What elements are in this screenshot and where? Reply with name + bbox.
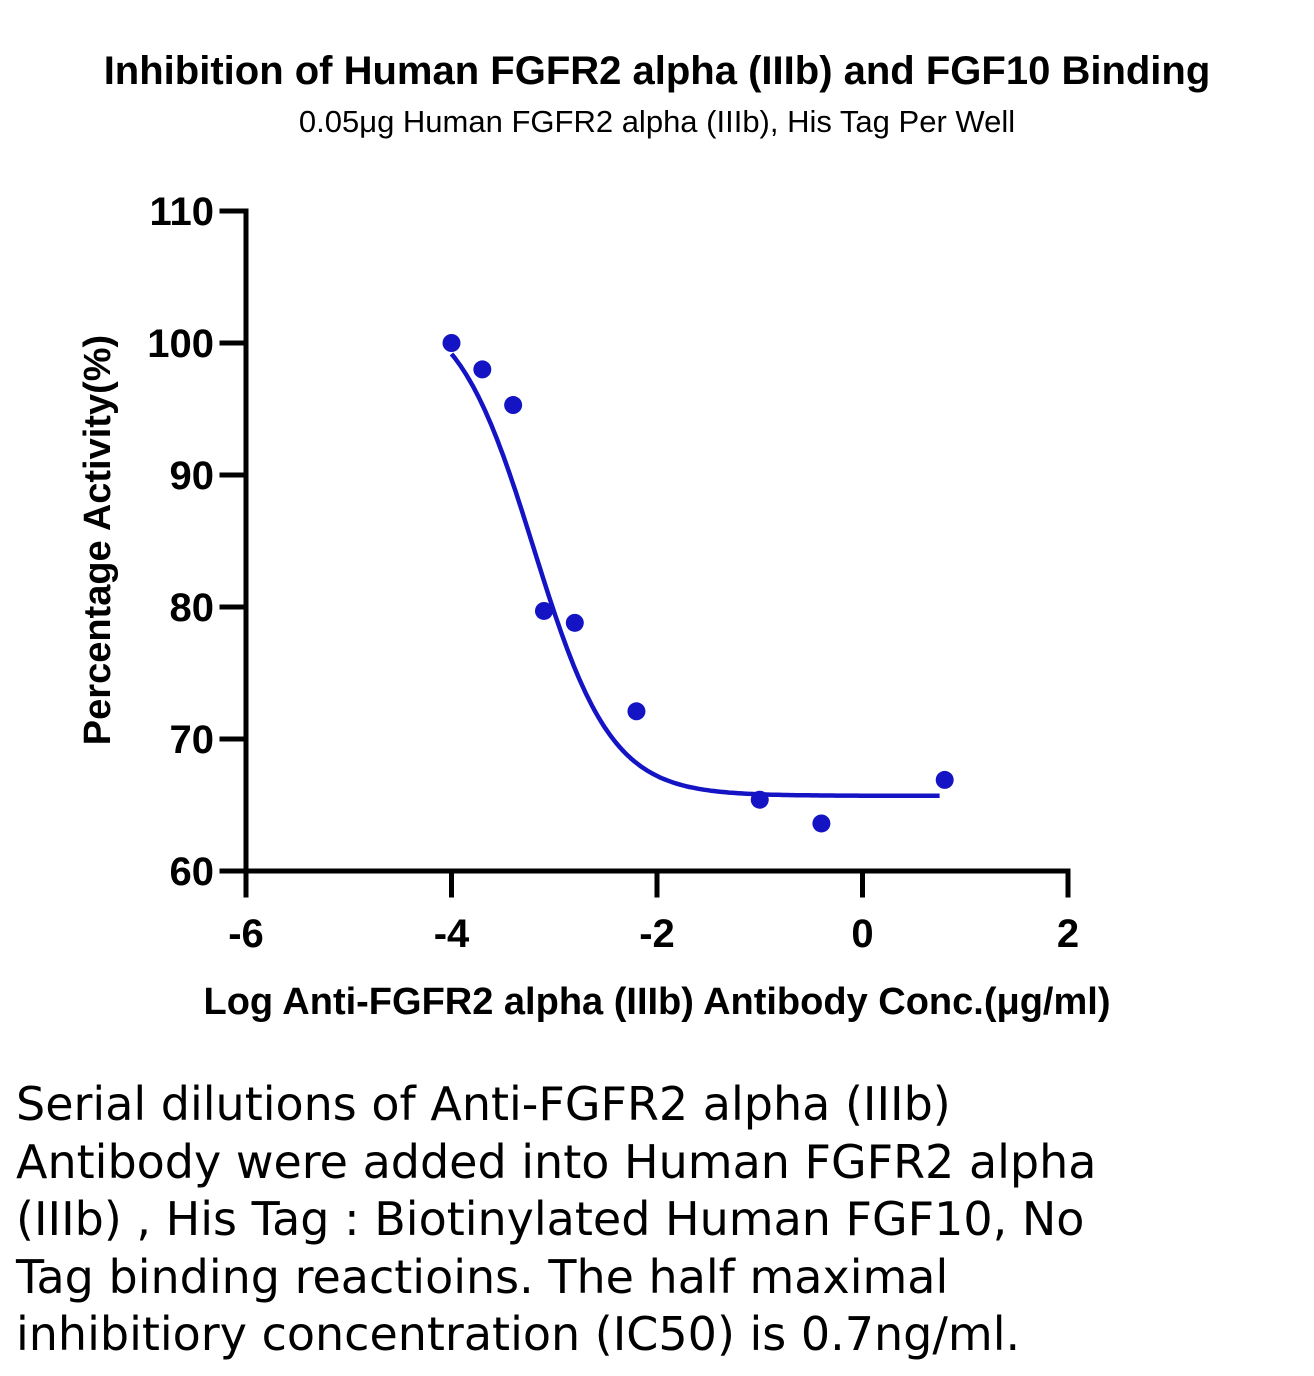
x-tick-label: -2 [639, 912, 675, 956]
chart-subtitle: 0.05μg Human FGFR2 alpha (IIIb), His Tag… [299, 104, 1015, 139]
fit-curve [449, 352, 940, 798]
y-tick-label: 60 [170, 850, 215, 894]
data-points [442, 334, 954, 833]
y-tick-label: 90 [170, 454, 215, 498]
data-point [473, 360, 492, 379]
x-tick-label: 0 [851, 912, 873, 956]
y-tick-label: 110 [149, 190, 214, 234]
x-tick-label: -6 [228, 912, 264, 956]
axes: 60 70 80 90 100 110 -6 -4 -2 0 2 [147, 190, 1079, 956]
data-point [442, 334, 461, 352]
x-tick-label: -4 [434, 912, 470, 956]
data-point [812, 814, 831, 833]
x-axis-label: Log Anti-FGFR2 alpha (IIIb) Antibody Con… [204, 981, 1111, 1023]
y-tick-label: 100 [147, 322, 214, 366]
data-point [627, 702, 646, 721]
data-point [534, 601, 553, 620]
y-tick-label: 70 [170, 718, 215, 762]
data-point [750, 790, 769, 809]
fit-curve-layer [449, 352, 940, 798]
y-tick-label: 80 [170, 586, 215, 630]
figure-caption: Serial dilutions of Anti-FGFR2 alpha (II… [16, 1077, 1097, 1361]
dose-response-chart: Inhibition of Human FGFR2 alpha (IIIb) a… [77, 49, 1211, 1023]
y-axis-label: Percentage Activity(%) [77, 335, 119, 745]
x-tick-label: 2 [1057, 912, 1079, 956]
data-point [565, 613, 584, 632]
chart-title: Inhibition of Human FGFR2 alpha (IIIb) a… [104, 49, 1211, 93]
data-point [935, 770, 954, 789]
data-point [504, 396, 523, 415]
